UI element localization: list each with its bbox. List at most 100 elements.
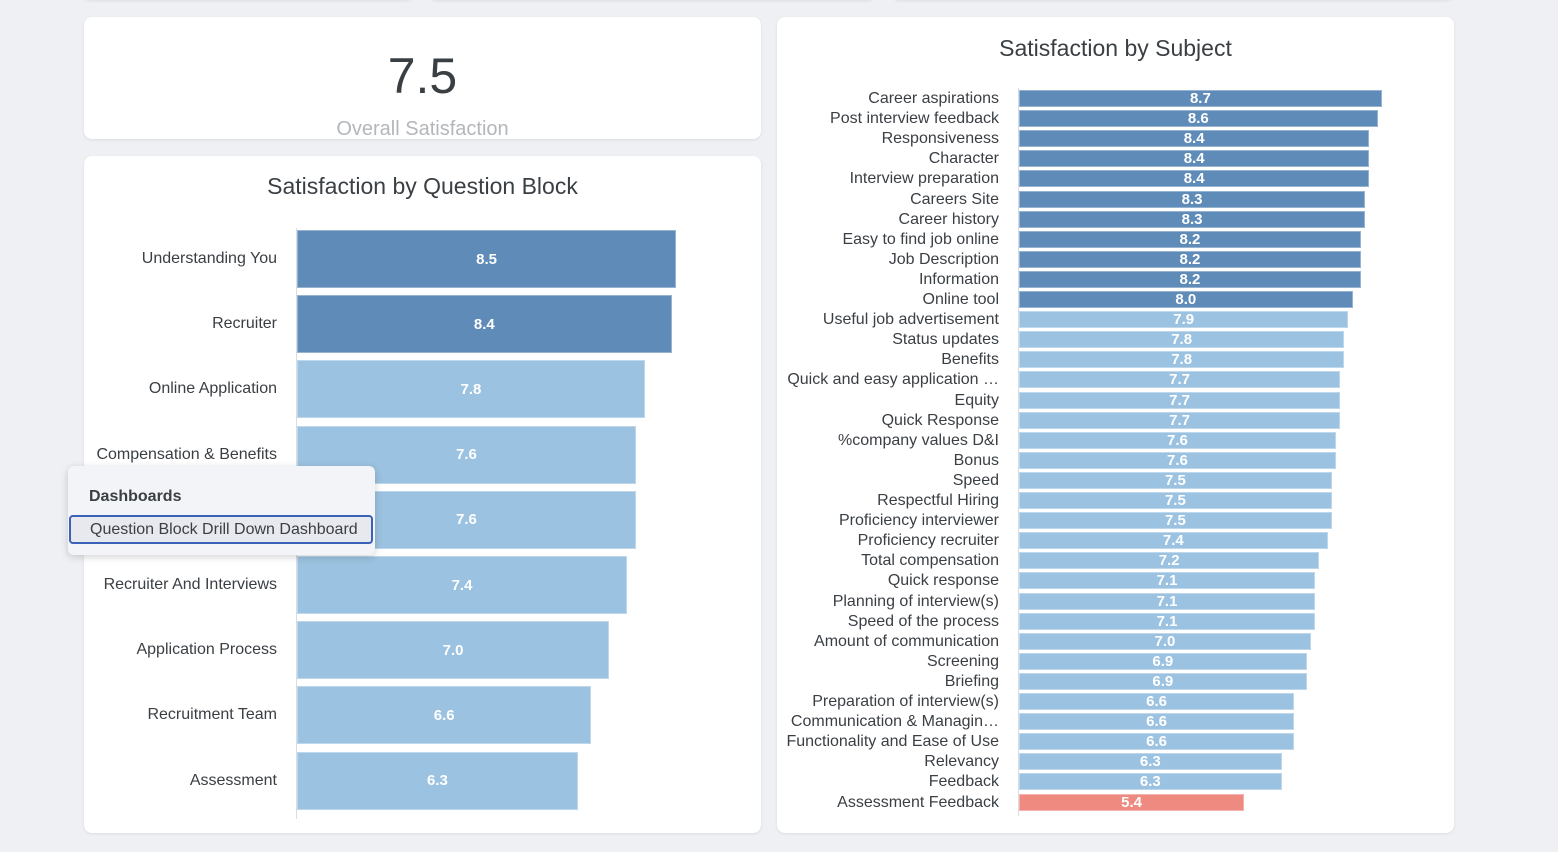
category-label: Feedback	[928, 773, 999, 791]
data-label: 8.4	[473, 315, 495, 333]
data-label: 7.8	[460, 380, 482, 398]
data-label: 6.9	[1152, 672, 1174, 690]
bar[interactable]: 6.9	[1019, 652, 1307, 670]
bar[interactable]: 7.6	[297, 425, 636, 484]
data-label: 7.6	[1167, 431, 1188, 449]
bar[interactable]: 6.6	[1019, 713, 1295, 731]
bar[interactable]: 8.4	[1019, 130, 1370, 148]
bar[interactable]: 8.4	[1019, 170, 1370, 188]
category-label: Recruitment Team	[147, 706, 277, 724]
category-label: Information	[918, 270, 999, 288]
bar[interactable]: 7.5	[1019, 512, 1332, 530]
bar[interactable]: 7.5	[1019, 492, 1332, 509]
data-label: 7.5	[1164, 512, 1186, 530]
data-label: 5.4	[1121, 793, 1143, 811]
data-label: 7.6	[456, 511, 477, 529]
data-label: 6.3	[1139, 753, 1161, 771]
category-label: Speed	[952, 471, 999, 489]
data-label: 7.1	[1156, 592, 1178, 610]
bar[interactable]: 7.0	[1019, 632, 1311, 650]
subject-plot: Career aspirations 8.7 Post interview feed…	[777, 17, 1454, 833]
data-label: 8.4	[1183, 150, 1205, 168]
bar[interactable]: 6.3	[1019, 773, 1282, 791]
bar[interactable]: 6.6	[1019, 733, 1295, 751]
bar[interactable]: 7.1	[1019, 592, 1316, 610]
data-label: 7.5	[1164, 492, 1186, 509]
data-label: 8.4	[1183, 170, 1205, 188]
category-label: Assessment	[189, 771, 277, 789]
data-label: 8.0	[1175, 291, 1197, 308]
bar[interactable]: 7.7	[1019, 411, 1341, 429]
category-label: Respectful Hiring	[877, 492, 999, 509]
category-label: Communication & Managin…	[790, 713, 999, 731]
category-label: Compensation & Benefits	[96, 445, 277, 463]
category-label: Benefits	[941, 351, 999, 369]
data-label: 8.2	[1179, 270, 1201, 288]
subject-chart-card: Satisfaction by Subject Career aspiratio…	[777, 17, 1454, 833]
data-label: 7.7	[1169, 411, 1190, 429]
data-label: 6.6	[433, 706, 455, 724]
data-label: 8.3	[1181, 190, 1203, 208]
bar[interactable]: 7.5	[1019, 471, 1332, 489]
menu-heading: Dashboards	[89, 488, 182, 505]
data-label: 7.0	[1154, 632, 1176, 650]
category-label: Application Process	[136, 641, 277, 659]
bar[interactable]: 8.2	[1019, 250, 1361, 268]
bar[interactable]: 7.0	[297, 621, 610, 680]
y-axis-line	[1018, 88, 1019, 816]
bar[interactable]: 8.7	[1019, 90, 1382, 107]
bar[interactable]: 8.2	[1019, 270, 1361, 288]
bar[interactable]: 6.6	[1019, 693, 1295, 710]
data-label: 8.3	[1181, 210, 1203, 228]
menu-item-question-block-drill-down-dashboard[interactable]: Question Block Drill Down Dashboard	[69, 515, 373, 544]
data-label: 8.2	[1179, 250, 1201, 268]
bar[interactable]: 7.6	[1019, 451, 1336, 469]
bar[interactable]: 7.8	[1019, 331, 1345, 349]
bar[interactable]: 8.3	[1019, 210, 1366, 228]
category-label: Online tool	[922, 291, 1000, 308]
bar[interactable]: 6.9	[1019, 672, 1307, 690]
data-label: 7.7	[1169, 371, 1190, 389]
category-label: Interview preparation	[849, 170, 999, 188]
data-label: 8.5	[476, 250, 497, 268]
bar[interactable]: 7.8	[1019, 351, 1345, 369]
category-label: Post interview feedback	[830, 110, 999, 128]
category-label: Total compensation	[861, 552, 999, 570]
overall-satisfaction-card: 7.5 Overall Satisfaction	[84, 17, 761, 140]
category-label: Quick and easy application …	[787, 371, 999, 389]
bar[interactable]: 7.1	[1019, 612, 1316, 630]
bar[interactable]: 8.0	[1019, 291, 1353, 308]
data-label: 6.6	[1146, 713, 1168, 731]
bar[interactable]: 8.4	[297, 295, 672, 354]
bar[interactable]: 7.4	[297, 556, 628, 614]
chart-title: Satisfaction by Question Block	[267, 173, 578, 199]
kpi-value: 7.5	[387, 48, 458, 104]
bar[interactable]: 7.1	[1019, 572, 1316, 590]
bar[interactable]: 5.4	[1019, 793, 1245, 811]
category-label: Functionality and Ease of Use	[786, 733, 999, 751]
bar[interactable]: 7.6	[1019, 431, 1336, 449]
bar[interactable]: 6.3	[297, 751, 578, 810]
bar[interactable]: 8.6	[1019, 110, 1378, 128]
bar[interactable]: 8.5	[297, 230, 677, 288]
bar[interactable]: 7.7	[1019, 371, 1341, 389]
data-label: 7.6	[456, 446, 477, 464]
data-label: 8.6	[1187, 110, 1209, 128]
data-label: 7.5	[1164, 471, 1186, 489]
bar[interactable]: 7.9	[1019, 311, 1349, 329]
bar[interactable]: 7.4	[1019, 532, 1328, 550]
bar[interactable]: 7.2	[1019, 552, 1320, 570]
bar[interactable]: 7.8	[297, 360, 645, 419]
data-label: 7.1	[1156, 612, 1178, 630]
bar[interactable]: 8.4	[1019, 150, 1370, 168]
bar[interactable]: 8.3	[1019, 190, 1366, 208]
bar[interactable]: 6.6	[297, 686, 592, 745]
data-label: 7.1	[1156, 572, 1178, 590]
data-label: 7.4	[451, 576, 473, 594]
data-label: 7.6	[1167, 451, 1188, 469]
bar[interactable]: 8.2	[1019, 230, 1361, 248]
data-label: 7.8	[1171, 331, 1193, 349]
bar[interactable]: 7.7	[1019, 391, 1341, 409]
category-label: Easy to find job online	[842, 230, 999, 248]
bar[interactable]: 6.3	[1019, 753, 1282, 771]
